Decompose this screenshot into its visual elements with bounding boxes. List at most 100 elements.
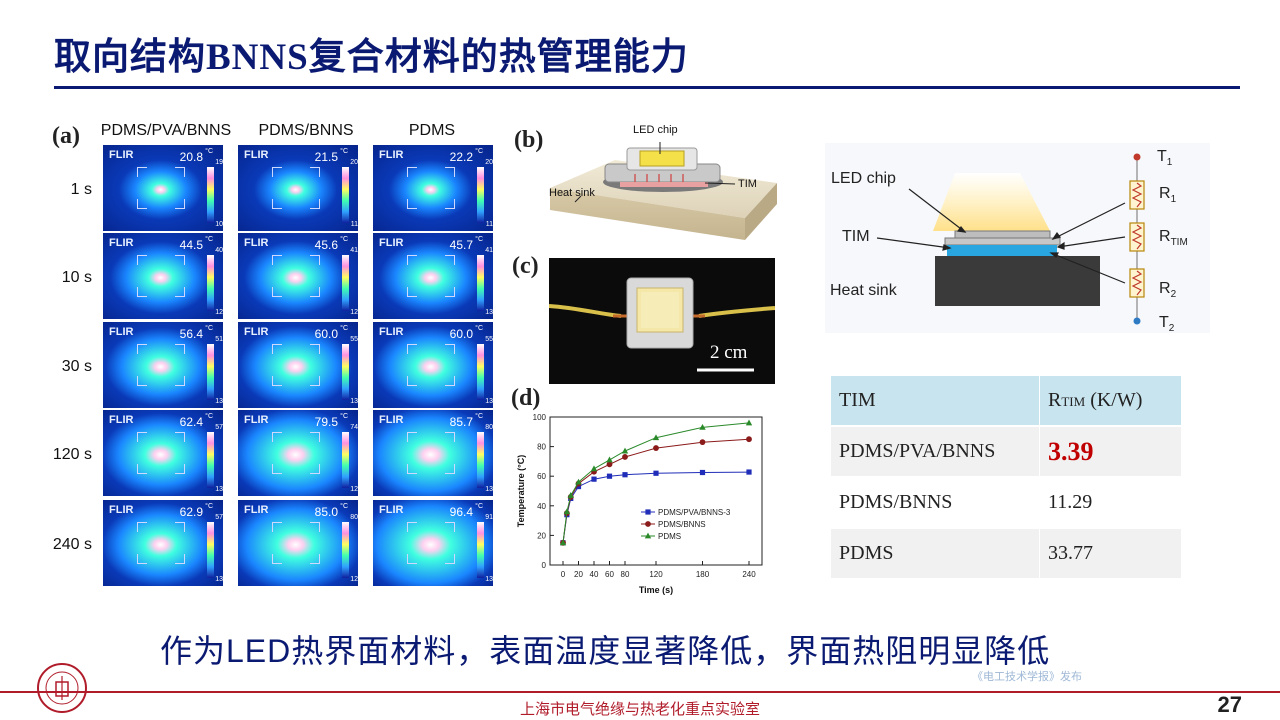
max-temperature: 45.7 <box>449 238 473 252</box>
frame-bracket <box>137 554 147 564</box>
max-temperature: 62.4 <box>179 415 203 429</box>
data-point <box>559 539 567 546</box>
thermal-image: FLIR 85.7 °C 80 13 <box>373 410 493 496</box>
time-label: 240 s <box>52 536 92 553</box>
scale-max: 51 <box>215 336 223 343</box>
color-scale-bar <box>342 432 349 488</box>
frame-bracket <box>137 344 147 354</box>
scale-min: 13 <box>485 309 493 316</box>
legend-label: PDMS <box>658 532 681 541</box>
flir-logo: FLIR <box>244 504 269 516</box>
r2-label: R2 <box>1159 280 1176 300</box>
table-row: PDMS/BNNS 11.29 <box>831 476 1181 528</box>
x-tick-label: 80 <box>621 570 630 579</box>
frame-bracket <box>407 464 417 474</box>
panel-d-letter: (d) <box>511 385 541 411</box>
thermal-image: FLIR 45.7 °C 41 13 <box>373 233 493 319</box>
frame-bracket <box>407 554 417 564</box>
flir-logo: FLIR <box>379 414 404 426</box>
max-temperature: 60.0 <box>314 327 338 341</box>
panel-b-tim-label: TIM <box>738 178 757 190</box>
frame-bracket <box>137 287 147 297</box>
y-tick-label: 0 <box>542 561 547 570</box>
panel-b-chip-label: LED chip <box>633 124 678 136</box>
r1-symbol: R <box>1159 185 1171 202</box>
time-label: 1 s <box>70 181 92 198</box>
scale-max: 41 <box>485 247 493 254</box>
schematic-sink-label: Heat sink <box>830 282 897 299</box>
max-temperature: 79.5 <box>314 415 338 429</box>
frame-bracket <box>175 199 185 209</box>
frame-bracket <box>175 255 185 265</box>
scale-min: 13 <box>485 576 493 583</box>
table-cell-name: PDMS/BNNS <box>831 476 1040 528</box>
thermal-image: FLIR 21.5 °C 20 11 <box>238 145 358 231</box>
legend-marker <box>645 509 651 515</box>
frame-bracket <box>407 287 417 297</box>
flir-logo: FLIR <box>109 414 134 426</box>
flir-logo: FLIR <box>379 237 404 249</box>
x-tick-label: 60 <box>605 570 614 579</box>
frame-bracket <box>137 522 147 532</box>
y-tick-label: 20 <box>537 531 546 540</box>
frame-bracket <box>445 464 455 474</box>
color-scale-bar <box>477 432 484 488</box>
frame-bracket <box>310 287 320 297</box>
flir-logo: FLIR <box>244 326 269 338</box>
flir-logo: FLIR <box>109 326 134 338</box>
data-point <box>591 476 597 482</box>
table-cell-name: PDMS/PVA/BNNS <box>831 425 1040 477</box>
scale-max: 41 <box>350 247 358 254</box>
r1-label: R1 <box>1159 185 1176 205</box>
temperature-unit: °C <box>205 148 213 155</box>
data-point <box>653 445 659 451</box>
max-temperature: 56.4 <box>179 327 203 341</box>
frame-bracket <box>272 287 282 297</box>
led-photo <box>549 258 775 384</box>
data-point <box>652 434 660 441</box>
frame-bracket <box>310 432 320 442</box>
max-temperature: 85.0 <box>314 505 338 519</box>
r2-subscript: 2 <box>1170 289 1177 301</box>
flir-logo: FLIR <box>244 414 269 426</box>
max-temperature: 45.6 <box>314 238 338 252</box>
frame-bracket <box>137 432 147 442</box>
data-point <box>699 439 706 446</box>
data-point <box>745 419 753 426</box>
scale-min: 12 <box>350 309 358 316</box>
scale-max: 57 <box>215 514 223 521</box>
table-cell-name: PDMS <box>831 527 1040 578</box>
time-label: 10 s <box>61 269 92 286</box>
time-label: 30 s <box>61 358 92 375</box>
scale-max: 74 <box>350 424 358 431</box>
thermal-image: FLIR 79.5 °C 74 12 <box>238 410 358 496</box>
color-scale-bar <box>207 522 214 578</box>
color-scale-bar <box>207 432 214 488</box>
led-assembly-illustration <box>550 142 777 240</box>
max-temperature: 20.8 <box>179 150 203 164</box>
slide-conclusion: 作为LED热界面材料，表面温度显著降低，界面热阻明显降低 <box>160 633 1051 669</box>
data-point <box>590 465 598 472</box>
frame-bracket <box>272 199 282 209</box>
thermal-resistance-schematic <box>825 143 1210 333</box>
temperature-unit: °C <box>205 325 213 332</box>
schematic-tim-label: TIM <box>842 228 870 245</box>
legend-label: PDMS/BNNS <box>658 520 706 529</box>
frame-bracket <box>407 344 417 354</box>
flir-logo: FLIR <box>379 326 404 338</box>
color-scale-bar <box>477 167 484 223</box>
frame-bracket <box>137 199 147 209</box>
resistance-subscript: TIM <box>1061 394 1086 409</box>
scale-max: 57 <box>215 424 223 431</box>
max-temperature: 62.9 <box>179 505 203 519</box>
frame-bracket <box>272 432 282 442</box>
data-point <box>606 461 613 468</box>
x-tick-label: 0 <box>561 570 566 579</box>
x-axis-label: Time (s) <box>639 585 673 595</box>
max-temperature: 60.0 <box>449 327 473 341</box>
thermal-image: FLIR 45.6 °C 41 12 <box>238 233 358 319</box>
scale-min: 12 <box>215 309 223 316</box>
frame-bracket <box>175 522 185 532</box>
data-point <box>575 478 582 485</box>
t2-symbol: T <box>1159 314 1169 331</box>
